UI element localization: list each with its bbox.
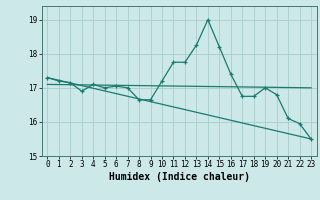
X-axis label: Humidex (Indice chaleur): Humidex (Indice chaleur)	[109, 172, 250, 182]
